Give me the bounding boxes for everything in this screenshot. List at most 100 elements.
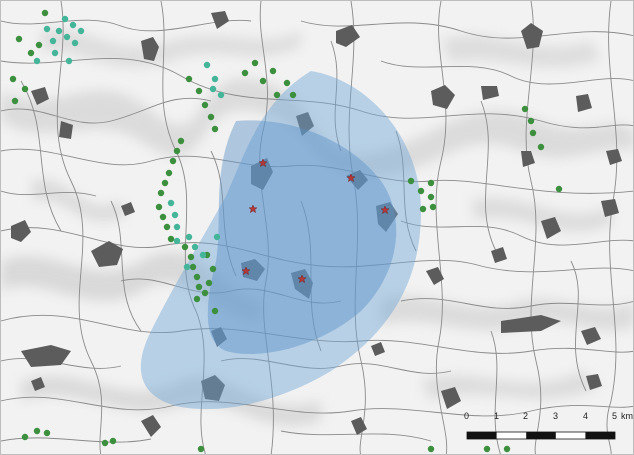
scale-label-0: 0 bbox=[464, 411, 470, 421]
teal-point bbox=[185, 233, 193, 241]
settlements bbox=[11, 11, 622, 437]
green-point bbox=[529, 129, 537, 137]
green-point bbox=[521, 105, 529, 113]
teal-points bbox=[33, 15, 225, 271]
green-point bbox=[193, 295, 201, 303]
green-point bbox=[169, 157, 177, 165]
teal-point bbox=[209, 85, 217, 93]
green-point bbox=[483, 445, 491, 453]
teal-point bbox=[213, 233, 221, 241]
scale-bar-segment bbox=[585, 432, 615, 439]
teal-point bbox=[173, 223, 181, 231]
green-point bbox=[503, 445, 511, 453]
green-point bbox=[269, 67, 277, 75]
teal-point bbox=[217, 91, 225, 99]
green-point bbox=[177, 137, 185, 145]
green-point bbox=[43, 429, 51, 437]
teal-point bbox=[191, 243, 199, 251]
green-point bbox=[189, 263, 197, 271]
green-point bbox=[193, 273, 201, 281]
green-point bbox=[209, 265, 217, 273]
green-points bbox=[9, 9, 563, 453]
green-point bbox=[11, 97, 19, 105]
green-point bbox=[211, 307, 219, 315]
teal-point bbox=[173, 237, 181, 245]
scale-label-1: 1 bbox=[494, 411, 500, 421]
scale-label-5: 5 bbox=[612, 411, 618, 421]
teal-point bbox=[55, 27, 63, 35]
green-point bbox=[27, 49, 35, 57]
teal-point bbox=[43, 25, 51, 33]
green-point bbox=[195, 87, 203, 95]
green-point bbox=[109, 437, 117, 445]
teal-point bbox=[171, 211, 179, 219]
green-point bbox=[41, 9, 49, 17]
scale-label-3: 3 bbox=[553, 411, 559, 421]
teal-point bbox=[183, 263, 191, 271]
scale-bar bbox=[466, 431, 616, 440]
green-point bbox=[259, 77, 267, 85]
star-marker bbox=[297, 274, 307, 284]
green-point bbox=[181, 243, 189, 251]
scale-bar-segment bbox=[526, 432, 556, 439]
green-point bbox=[21, 85, 29, 93]
star-marker bbox=[258, 158, 268, 168]
green-point bbox=[155, 203, 163, 211]
green-point bbox=[429, 203, 437, 211]
teal-point bbox=[71, 39, 79, 47]
green-point bbox=[15, 35, 23, 43]
green-point bbox=[207, 113, 215, 121]
green-point bbox=[33, 427, 41, 435]
green-point bbox=[161, 179, 169, 187]
star-marker bbox=[380, 205, 390, 215]
teal-point bbox=[203, 61, 211, 69]
star-marker bbox=[241, 266, 251, 276]
green-point bbox=[157, 189, 165, 197]
green-point bbox=[527, 117, 535, 125]
green-point bbox=[197, 445, 205, 453]
scale-unit: km bbox=[621, 411, 633, 421]
star-sites bbox=[241, 158, 390, 284]
scale-bar-segment bbox=[467, 432, 497, 439]
green-point bbox=[419, 205, 427, 213]
teal-point bbox=[61, 15, 69, 23]
teal-point bbox=[63, 33, 71, 41]
green-point bbox=[173, 147, 181, 155]
green-point bbox=[35, 41, 43, 49]
teal-point bbox=[199, 251, 207, 259]
teal-point bbox=[51, 49, 59, 57]
green-point bbox=[187, 253, 195, 261]
green-point bbox=[289, 91, 297, 99]
green-point bbox=[163, 223, 171, 231]
green-point bbox=[427, 193, 435, 201]
green-point bbox=[241, 69, 249, 77]
green-point bbox=[407, 177, 415, 185]
green-point bbox=[251, 59, 259, 67]
scale-label-4: 4 bbox=[583, 411, 589, 421]
teal-point bbox=[167, 199, 175, 207]
green-point bbox=[211, 125, 219, 133]
star-marker bbox=[248, 204, 258, 214]
star-marker bbox=[346, 173, 356, 183]
green-point bbox=[185, 75, 193, 83]
green-point bbox=[427, 445, 435, 453]
green-point bbox=[165, 169, 173, 177]
teal-point bbox=[77, 27, 85, 35]
teal-point bbox=[211, 75, 219, 83]
green-point bbox=[537, 143, 545, 151]
green-point bbox=[201, 289, 209, 297]
green-point bbox=[9, 75, 17, 83]
teal-point bbox=[49, 37, 57, 45]
green-point bbox=[195, 283, 203, 291]
green-point bbox=[427, 179, 435, 187]
green-point bbox=[21, 433, 29, 441]
green-point bbox=[205, 279, 213, 287]
teal-point bbox=[69, 21, 77, 29]
green-point bbox=[273, 91, 281, 99]
green-point bbox=[201, 101, 209, 109]
green-point bbox=[101, 439, 109, 447]
